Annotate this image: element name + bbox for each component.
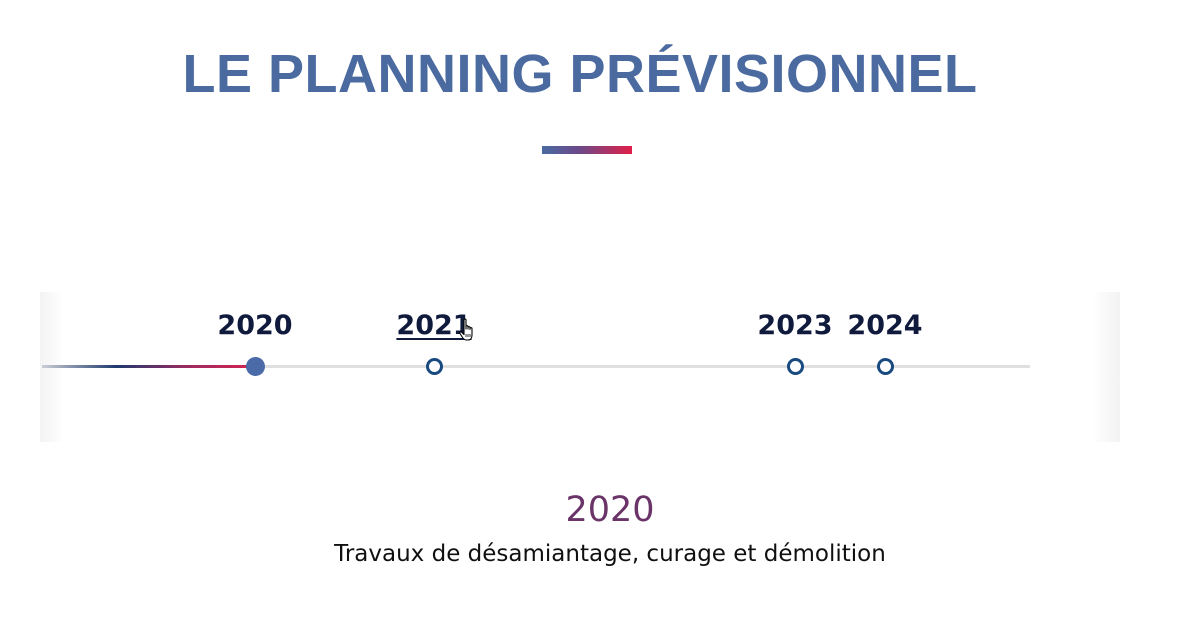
timeline-track [42,365,1030,368]
timeline-year-2020-label[interactable]: 2020 [217,310,293,341]
selected-year-heading: 2020 [565,490,655,530]
timeline-year-2023-label[interactable]: 2023 [757,310,833,341]
page-title: LE PLANNING PRÉVISIONNEL [182,44,978,104]
timeline-progress-bar [42,365,254,368]
timeline-dot-2023[interactable] [786,358,804,375]
timeline-year-2024-label[interactable]: 2024 [847,310,923,341]
title-accent-bar [542,146,632,154]
timeline-dot-2021[interactable] [425,358,443,375]
timeline-year-2021-label[interactable]: 2021 [396,310,472,341]
timeline-dot-2024[interactable] [876,358,894,375]
selected-year-description: Travaux de désamiantage, curage et démol… [334,541,886,567]
hand-pointer-cursor-icon [459,318,473,341]
timeline-dot-2020[interactable] [245,357,265,376]
